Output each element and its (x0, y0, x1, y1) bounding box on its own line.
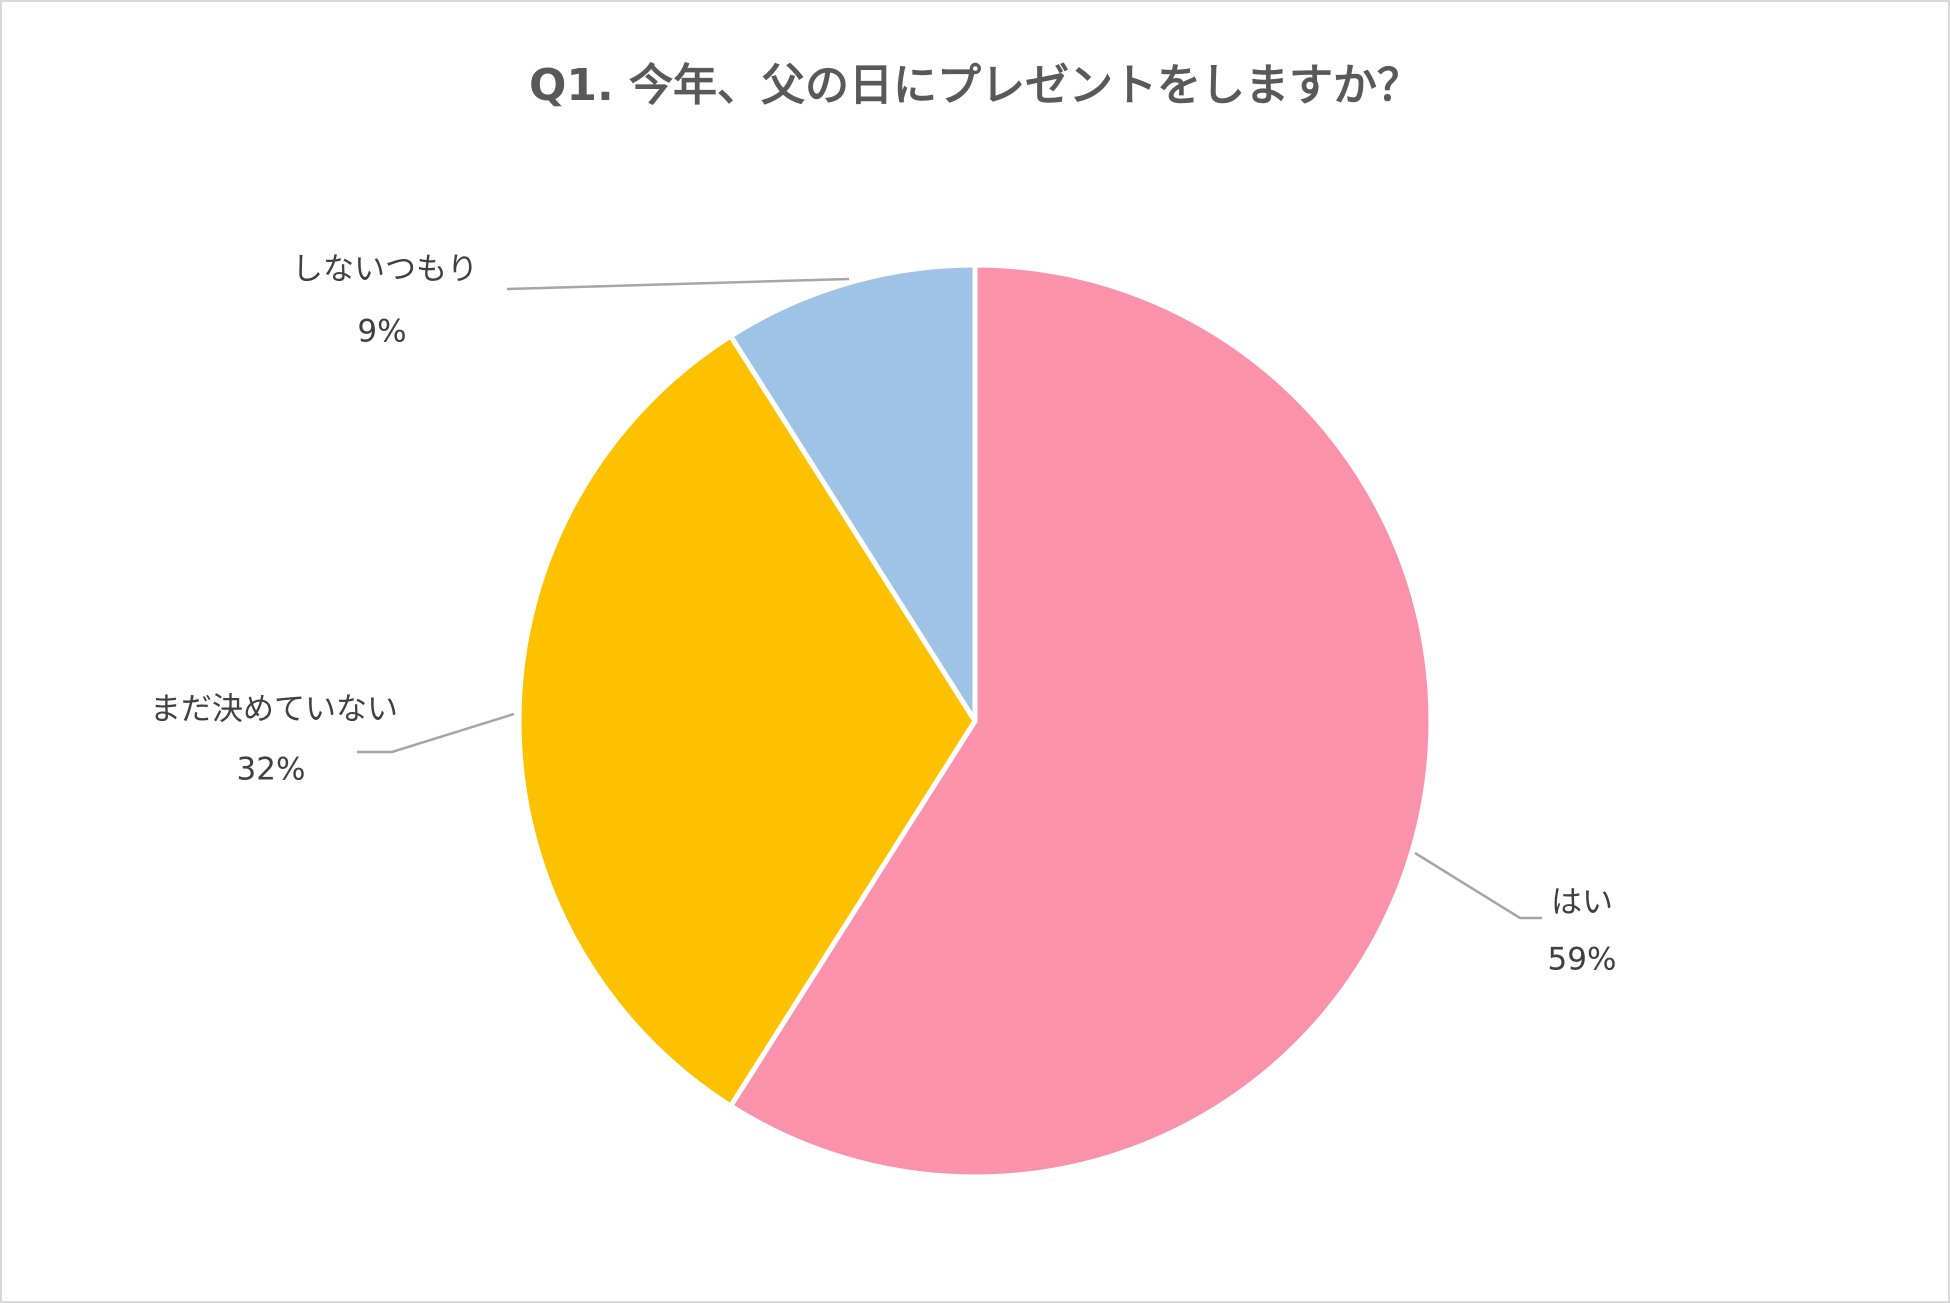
leader-line (506, 277, 850, 291)
value-label: 32% (237, 752, 306, 788)
category-label: しないつもり (292, 252, 478, 288)
value-label: 9% (357, 314, 406, 350)
value-label: 59% (1548, 942, 1617, 978)
pie-slice (728, 262, 978, 724)
pie-slice (728, 262, 1434, 1180)
leader-line (1414, 851, 1542, 920)
category-label: はい (1551, 885, 1613, 921)
leader-line (357, 712, 515, 754)
category-label: まだ決めていない (150, 692, 398, 728)
pie (516, 262, 1434, 1180)
chart-title: Q1. 今年、父の日にプレゼントをしますか？ (529, 60, 1421, 111)
pie-slice (516, 333, 978, 1109)
